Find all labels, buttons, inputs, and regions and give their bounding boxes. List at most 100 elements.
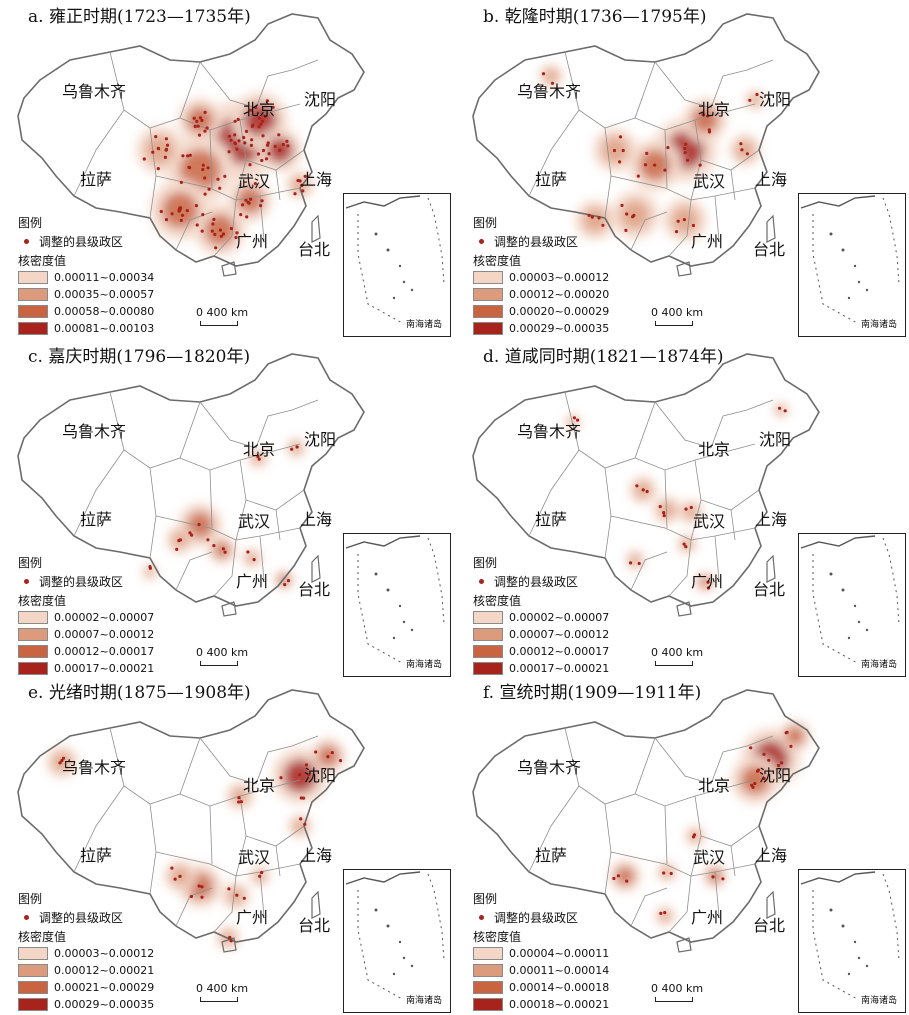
adjusted-county-point — [755, 92, 759, 97]
country-border — [17, 353, 365, 607]
adjusted-county-point — [683, 146, 687, 151]
province-border — [690, 499, 702, 541]
adjusted-county-point — [684, 545, 688, 549]
adjusted-county-point — [682, 218, 686, 222]
adjusted-county-point — [625, 212, 629, 216]
legend-class-label: 0.00007~0.00012 — [54, 628, 155, 641]
province-border — [239, 119, 305, 171]
adjusted-county-point — [676, 219, 680, 223]
adjusted-county-point — [233, 119, 237, 123]
adjusted-county-point — [197, 522, 201, 527]
adjusted-county-point — [271, 105, 275, 109]
adjusted-county-point — [601, 223, 605, 227]
city-label-taipei: 台北 — [298, 916, 331, 935]
adjusted-county-point — [285, 139, 289, 143]
adjusted-county-point — [706, 586, 710, 590]
province-border — [694, 459, 760, 511]
density-hotspot-core — [213, 541, 231, 559]
legend-swatch — [18, 998, 48, 1011]
city-label-taipei: 台北 — [298, 240, 331, 259]
legend-class-label: 0.00017~0.00021 — [509, 662, 610, 675]
density-hotspot-core — [178, 148, 222, 192]
province-border — [694, 119, 760, 171]
province-border — [259, 871, 265, 917]
adjusted-county-point — [185, 209, 189, 213]
adjusted-county-point — [196, 124, 200, 128]
province-border — [714, 871, 720, 917]
province-border — [690, 835, 702, 877]
adjusted-county-point — [265, 99, 269, 103]
adjusted-county-point — [273, 144, 277, 148]
adjusted-county-point — [778, 406, 782, 410]
map-panel-qianlong: b. 乾隆时期(1736—1795年) 乌鲁木齐 北京 沈阳 拉萨 武汉 上海 广州 台北 图例… — [455, 0, 909, 338]
china-map — [472, 689, 820, 953]
map-panel-daoxiantong: d. 道咸同时期(1821—1874年) 乌鲁木齐 北京 沈阳 拉萨 武汉 上海 广州 台北 图… — [455, 340, 909, 678]
adjusted-county-point — [302, 796, 306, 800]
legend-class-4: 0.00017~0.00021 — [18, 660, 154, 677]
adjusted-county-point — [629, 561, 633, 565]
adjusted-county-point — [290, 447, 294, 451]
adjusted-county-point — [249, 143, 253, 147]
adjusted-county-point — [258, 874, 262, 878]
adjusted-county-point — [666, 146, 670, 150]
city-label-guangzhou: 广州 — [236, 572, 269, 591]
adjusted-county-point — [216, 177, 220, 181]
adjusted-county-point — [173, 877, 177, 881]
adjusted-county-point — [662, 514, 666, 518]
adjusted-county-point — [229, 226, 233, 231]
density-hotspot-core — [292, 818, 308, 834]
map-legend: 图例 调整的县级政区 核密度值 0.00003~0.00012 0.00012~0.00… — [18, 890, 154, 1013]
adjusted-county-point — [175, 547, 179, 551]
adjusted-county-point — [214, 246, 218, 250]
legend-point-item: 调整的县级政区 — [18, 573, 154, 590]
adjusted-county-point — [195, 119, 199, 123]
adjusted-county-point — [641, 488, 645, 492]
adjusted-county-point — [701, 113, 705, 117]
legend-class-label: 0.00017~0.00021 — [54, 662, 155, 675]
legend-swatch — [473, 662, 503, 675]
hainan-island — [676, 937, 692, 953]
adjusted-county-point — [170, 866, 174, 870]
province-border — [209, 129, 213, 189]
adjusted-county-point — [293, 192, 297, 196]
hainan-island — [221, 601, 237, 617]
adjusted-county-point — [298, 773, 302, 777]
legend-class-label: 0.00021~0.00029 — [54, 981, 155, 994]
province-border — [664, 805, 668, 865]
map-legend: 图例 调整的县级政区 核密度值 0.00002~0.00007 0.00007~0.00… — [18, 554, 154, 677]
legend-class-label: 0.00020~0.00029 — [509, 305, 610, 318]
city-label-lhasa: 拉萨 — [80, 510, 113, 529]
province-border — [199, 401, 257, 449]
adjusted-county-point — [721, 877, 725, 881]
adjusted-county-point — [684, 507, 688, 511]
density-hotspot-core — [291, 176, 309, 194]
adjusted-county-point — [201, 167, 205, 172]
legend-class-label: 0.00029~0.00035 — [509, 322, 610, 335]
city-label-guangzhou: 广州 — [236, 908, 269, 927]
adjusted-county-point — [228, 935, 232, 940]
legend-class-label: 0.00003~0.00012 — [54, 947, 155, 960]
city-label-shanghai: 上海 — [755, 170, 788, 189]
province-border — [664, 469, 668, 529]
adjusted-county-point — [264, 157, 269, 161]
adjusted-county-point — [244, 198, 248, 202]
province-border — [73, 449, 125, 537]
province-border — [239, 459, 305, 511]
city-label-urumqi: 乌鲁木齐 — [517, 82, 582, 101]
panel-title: f. 宣统时期(1909—1911年) — [483, 683, 702, 703]
adjusted-county-point — [267, 152, 271, 156]
adjusted-county-point — [612, 876, 616, 881]
adjusted-county-point — [597, 216, 601, 220]
city-label-shenyang: 沈阳 — [759, 766, 792, 785]
adjusted-county-point — [142, 157, 146, 161]
city-label-lhasa: 拉萨 — [535, 510, 568, 529]
adjusted-county-point — [618, 135, 623, 139]
legend-class-label: 0.00058~0.00080 — [54, 305, 155, 318]
city-label-guangzhou: 广州 — [691, 232, 724, 251]
legend-swatch — [473, 998, 503, 1011]
adjusted-county-point — [156, 146, 160, 150]
map-legend: 图例 调整的县级政区 核密度值 0.00003~0.00012 0.00012~0.00… — [473, 214, 609, 337]
scale-bar: 0 400 km — [196, 646, 248, 666]
legend-class-1: 0.00003~0.00012 — [473, 269, 609, 286]
adjusted-county-point — [636, 174, 640, 178]
